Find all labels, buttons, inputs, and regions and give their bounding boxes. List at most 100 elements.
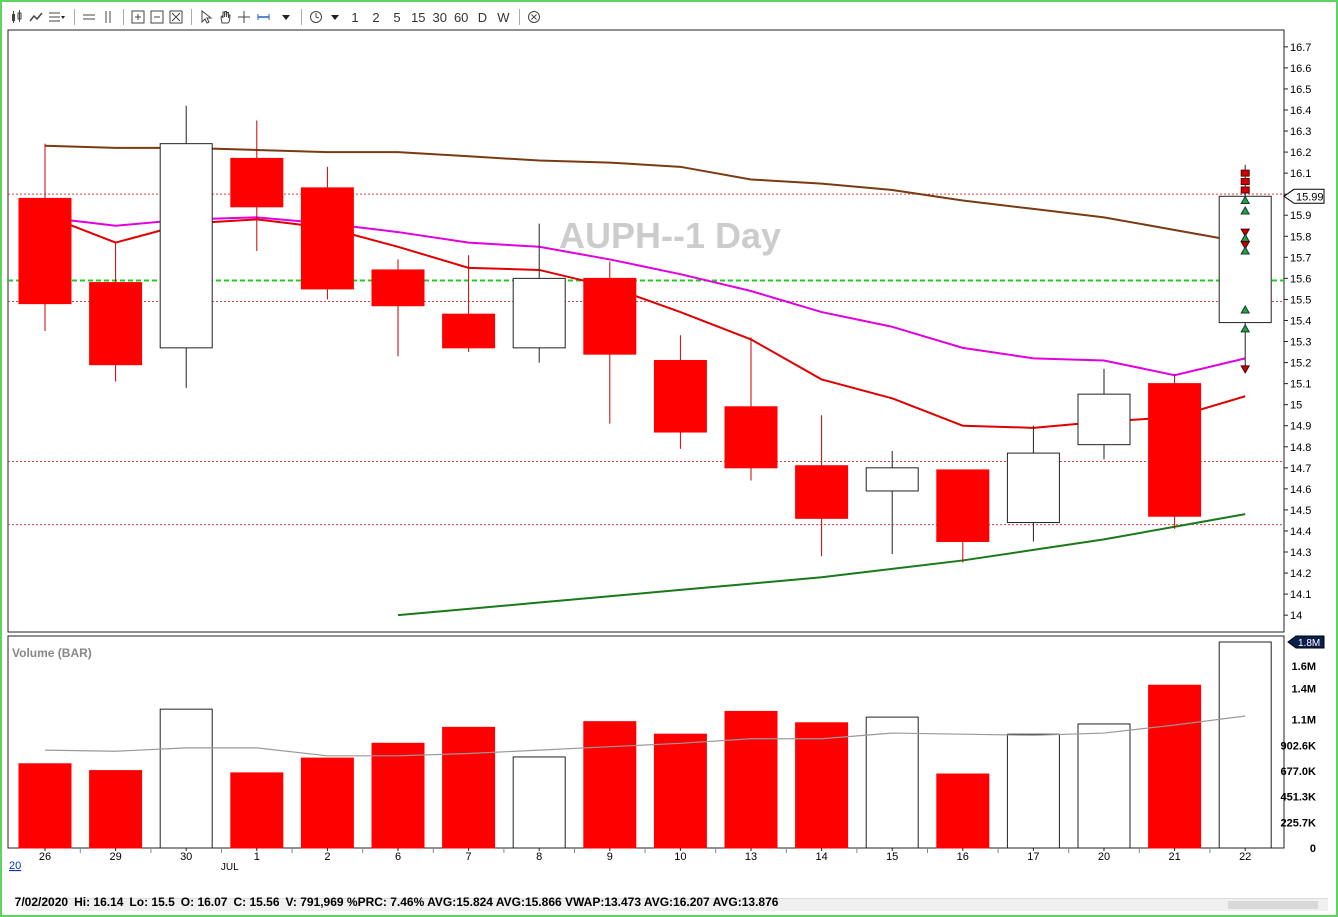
signal-marker xyxy=(1240,365,1251,374)
volume-bar xyxy=(653,733,707,849)
candle xyxy=(865,450,919,555)
status-high: Hi: 16.14 xyxy=(74,895,124,909)
interval-30-button[interactable]: 30 xyxy=(432,9,447,25)
horizontal-line-icon[interactable] xyxy=(80,7,98,27)
candle-body xyxy=(159,143,213,349)
measure-icon[interactable] xyxy=(254,7,276,27)
status-volume-studies: V: 791,969 %PRC: 7.46% AVG:15.824 AVG:15… xyxy=(285,895,779,909)
y-tick-label: 14.4 xyxy=(1290,526,1311,538)
volume-bar xyxy=(865,716,919,849)
signal-marker xyxy=(1240,195,1251,204)
candle xyxy=(653,335,707,449)
interval-60-button[interactable]: 60 xyxy=(453,9,469,25)
y-tick-label: 16.5 xyxy=(1290,84,1311,96)
volume-tick-label: 451.3K xyxy=(1281,792,1317,804)
candle xyxy=(724,337,778,481)
y-tick-label: 14.1 xyxy=(1290,589,1311,601)
volume-bar xyxy=(936,773,990,849)
y-tick-label: 14.8 xyxy=(1290,442,1311,454)
last-volume-label: 1.8M xyxy=(1298,638,1320,649)
toolbar-separator xyxy=(519,9,521,25)
horizontal-scrollbar[interactable] xyxy=(22,898,1328,911)
candle-body xyxy=(724,406,778,469)
candle xyxy=(18,143,72,331)
candle xyxy=(936,469,990,563)
candle xyxy=(300,166,354,300)
y-tick-label: 16.3 xyxy=(1290,126,1311,138)
volume-bar xyxy=(230,772,284,849)
volume-bar xyxy=(512,756,566,849)
x-tick-label: 14 xyxy=(815,851,827,863)
overlay-line xyxy=(44,144,1246,244)
y-tick-label: 15 xyxy=(1290,400,1302,412)
candle-body xyxy=(18,197,72,305)
signal-marker xyxy=(1240,246,1251,255)
interval-d-button[interactable]: D xyxy=(477,9,488,25)
candle-body xyxy=(583,277,637,355)
status-open: O: 16.07 xyxy=(180,895,228,909)
candle xyxy=(1006,425,1060,542)
zoom-in-icon[interactable] xyxy=(129,7,147,27)
interval-w-button[interactable]: W xyxy=(497,9,510,25)
y-tick-label: 15.5 xyxy=(1290,294,1311,306)
volume-bar xyxy=(371,742,425,849)
candle-body xyxy=(300,187,354,290)
volume-bar xyxy=(795,722,849,849)
toolbar-separator xyxy=(301,9,302,25)
candle xyxy=(583,261,637,424)
y-tick-label: 14.5 xyxy=(1290,505,1311,517)
y-tick-label: 15.3 xyxy=(1290,337,1311,349)
last-price-label: 15.99 xyxy=(1296,191,1324,203)
candlestick-icon[interactable] xyxy=(8,7,26,27)
candle-body xyxy=(230,157,284,208)
line-chart-icon[interactable] xyxy=(27,7,45,27)
y-tick-label: 16.7 xyxy=(1290,42,1311,54)
study-list-icon[interactable] xyxy=(46,7,68,27)
candle-body xyxy=(89,282,143,366)
interval-15-button[interactable]: 15 xyxy=(411,9,426,25)
x-tick-label: 10 xyxy=(674,851,686,863)
chevron-down-icon[interactable] xyxy=(326,7,344,27)
x-tick-label: 6 xyxy=(395,851,401,863)
x-tick-label: 30 xyxy=(180,851,192,863)
y-tick-label: 15.2 xyxy=(1290,358,1311,370)
scrollbar-thumb[interactable] xyxy=(1228,901,1318,909)
x-tick-label: 21 xyxy=(1168,851,1180,863)
y-tick-label: 16.6 xyxy=(1290,63,1311,75)
y-tick-label: 14.3 xyxy=(1290,547,1311,559)
signal-marker xyxy=(1240,304,1251,314)
signal-marker xyxy=(1240,178,1250,186)
month-label: JUL xyxy=(221,862,239,873)
volume-bar xyxy=(1006,733,1060,849)
volume-tick-label: 902.6K xyxy=(1281,740,1317,752)
volume-bar xyxy=(18,763,72,849)
y-tick-label: 15.9 xyxy=(1290,210,1311,222)
zoom-fit-icon[interactable] xyxy=(167,7,185,27)
interval-5-button[interactable]: 5 xyxy=(393,9,401,25)
interval-1-button[interactable]: 1 xyxy=(351,9,359,25)
volume-tick-label: 1.1M xyxy=(1292,714,1316,726)
zoom-out-icon[interactable] xyxy=(148,7,166,27)
y-tick-label: 14.6 xyxy=(1290,484,1311,496)
crosshair-icon[interactable] xyxy=(235,7,253,27)
clock-icon[interactable] xyxy=(307,7,325,27)
volume-average-line xyxy=(44,715,1246,757)
x-tick-label: 17 xyxy=(1027,851,1039,863)
vertical-line-icon[interactable] xyxy=(99,7,117,27)
last-volume-tag xyxy=(1287,635,1325,649)
cursor-icon[interactable] xyxy=(197,7,215,27)
chevron-down-icon[interactable] xyxy=(277,7,295,27)
interval-2-button[interactable]: 2 xyxy=(372,9,380,25)
x-tick-label: 8 xyxy=(536,851,542,863)
candle-body xyxy=(442,313,496,349)
volume-bar xyxy=(1148,684,1202,849)
close-circle-icon[interactable] xyxy=(525,7,543,27)
volume-bar xyxy=(724,710,778,849)
hand-icon[interactable] xyxy=(216,7,234,27)
candle xyxy=(1218,164,1272,371)
signal-marker xyxy=(1240,228,1251,238)
signal-marker xyxy=(1240,206,1251,215)
volume-bar xyxy=(89,770,143,849)
candle xyxy=(159,105,213,388)
